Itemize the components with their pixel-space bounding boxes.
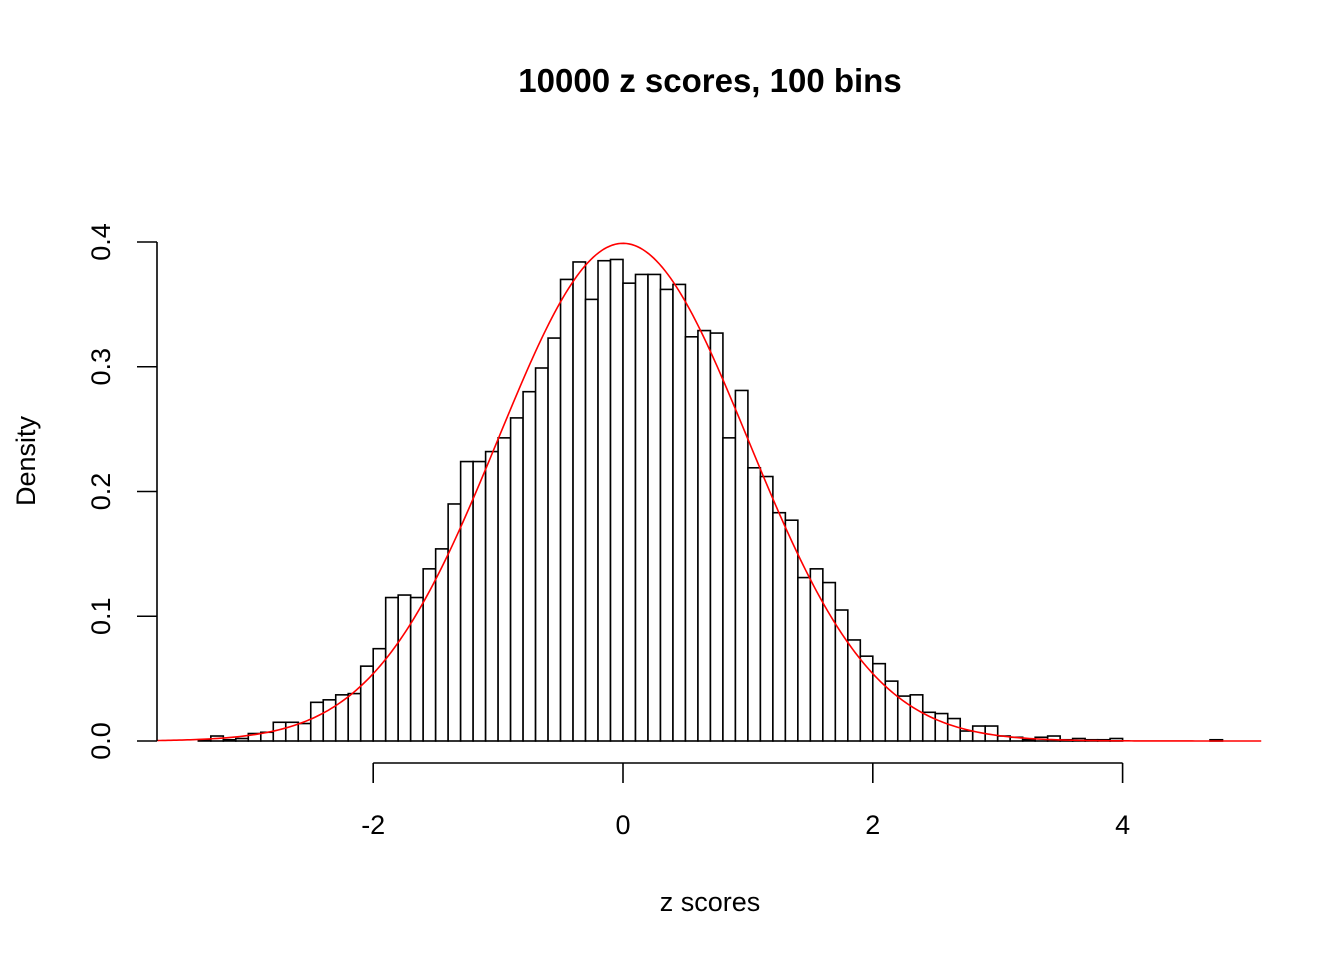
histogram-bar (709, 332, 724, 742)
y-tick-label: 0.4 (86, 223, 116, 261)
histogram-bar (597, 259, 612, 742)
histogram-bar (559, 278, 574, 742)
histogram-bar (235, 737, 250, 742)
histogram-bar (659, 288, 674, 742)
y-axis: 0.0 0.1 0.2 0.3 0.4 (86, 223, 158, 760)
histogram-bar (422, 568, 437, 742)
histogram-bar (397, 594, 412, 742)
histogram-bar (909, 694, 924, 742)
histogram-bar (359, 665, 374, 742)
histogram-bar (547, 337, 562, 742)
histogram-bar (734, 389, 749, 742)
x-tick-label: 0 (615, 810, 630, 840)
histogram-bar (672, 283, 687, 742)
histogram-bar (747, 466, 762, 742)
histogram-bar (784, 519, 799, 742)
histogram-bar (497, 437, 512, 742)
x-tick-label: 2 (865, 810, 880, 840)
histogram-bar (409, 596, 424, 742)
histogram-bar (647, 273, 662, 742)
histogram-bar (272, 721, 287, 742)
histogram-bar (772, 511, 787, 742)
histogram-bar (946, 717, 962, 742)
histogram-bar (222, 738, 237, 742)
histogram-bar (534, 367, 549, 742)
x-axis-label: z scores (660, 887, 761, 917)
histogram-bar (297, 722, 312, 742)
histogram-bar (959, 730, 974, 742)
histogram-bar (634, 273, 649, 742)
histogram-bar (572, 261, 587, 742)
histogram-bar (1046, 735, 1061, 742)
y-tick-label: 0.1 (86, 597, 116, 635)
histogram-bar (484, 450, 499, 742)
histogram-bar (697, 329, 712, 742)
histogram-bar (797, 576, 812, 742)
histogram-bars (197, 258, 1224, 742)
x-tick-label: -2 (361, 810, 385, 840)
histogram-bar (684, 336, 699, 742)
histogram-bar (809, 568, 824, 742)
y-tick-label: 0.2 (86, 473, 116, 511)
x-tick-label: 4 (1115, 810, 1130, 840)
histogram-bar (1021, 738, 1036, 742)
y-axis-label: Density (11, 415, 41, 506)
chart-title: 10000 z scores, 100 bins (518, 62, 901, 99)
histogram-bar (847, 639, 862, 742)
histogram-bar (309, 701, 325, 742)
histogram-bar (722, 437, 737, 742)
histogram-bar (759, 475, 774, 742)
normal-density-curve (157, 242, 1262, 742)
histogram-bar (834, 609, 849, 742)
histogram-bar (347, 692, 362, 742)
histogram-bar (622, 282, 637, 742)
histogram-bar (896, 695, 912, 742)
histogram-bar (384, 596, 399, 742)
histogram-bar (859, 655, 874, 742)
histogram-bar (934, 712, 949, 742)
histogram-bar (434, 548, 449, 742)
histogram-bar (584, 298, 599, 742)
histogram-bar (609, 258, 624, 742)
y-tick-label: 0.3 (86, 348, 116, 386)
histogram-bar (472, 460, 487, 742)
histogram-bar (522, 390, 537, 742)
histogram-bar (884, 680, 899, 742)
x-axis: -2 0 2 4 (361, 762, 1130, 840)
y-tick-label: 0.0 (86, 722, 116, 760)
histogram-bar (509, 417, 524, 742)
